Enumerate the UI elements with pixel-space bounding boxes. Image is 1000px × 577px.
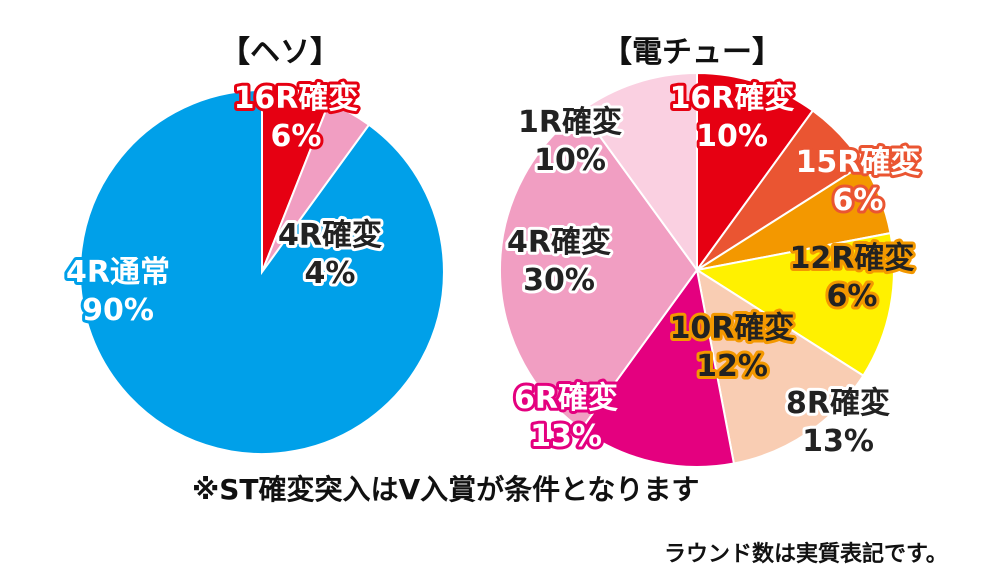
pie-slice-denchu-4r-kakuhen [498, 109, 699, 431]
round-count-note: ラウンド数は実質表記です。 [664, 542, 948, 567]
slice-value-denchu-15r-kakuhen: 6% [833, 183, 884, 218]
slice-label-denchu-12r-kakuhen: 12R確変 [790, 241, 915, 276]
slice-label-denchu-1r-kakuhen: 1R確変 [518, 105, 622, 140]
slice-label-denchu-10r-kakuhen: 10R確変 [670, 311, 795, 346]
slice-label-denchu-6r-kakuhen: 6R確変 [514, 381, 618, 416]
slice-label-heso-16r-kakuhen: 16R確変 [234, 81, 359, 116]
slice-value-denchu-1r-kakuhen: 10% [534, 143, 606, 178]
pie-slice-denchu-6r-kakuhen [579, 267, 736, 468]
pie-slice-denchu-10r-kakuhen [694, 231, 895, 377]
slice-value-heso-16r-kakuhen: 6% [271, 119, 322, 154]
slice-label-denchu-16r-kakuhen: 16R確変 [670, 81, 795, 116]
chart-title-denchu: 【電チュー】 [602, 35, 782, 70]
pie-slice-heso-4r-tsujo [79, 88, 445, 455]
slice-value-denchu-6r-kakuhen: 13% [530, 419, 602, 454]
slice-value-denchu-10r-kakuhen: 12% [696, 349, 768, 384]
slice-label-denchu-8r-kakuhen: 8R確変 [786, 386, 890, 421]
slice-value-denchu-16r-kakuhen: 10% [696, 119, 768, 154]
slice-value-denchu-8r-kakuhen: 13% [802, 424, 874, 459]
pie-slice-denchu-8r-kakuhen [695, 267, 865, 465]
pie-chart-denchu: 16R確変10%15R確変6%12R確変6%10R確変12%8R確変13%6R確… [498, 35, 923, 468]
slice-value-denchu-12r-kakuhen: 6% [827, 279, 878, 314]
slice-label-denchu-15r-kakuhen: 15R確変 [796, 145, 921, 180]
pie-slice-denchu-16r-kakuhen [696, 71, 815, 274]
chart-title-heso: 【ヘソ】 [220, 35, 340, 70]
slice-label-heso-4r-tsujo: 4R通常 [66, 255, 170, 290]
slice-value-heso-4r-tsujo: 90% [82, 293, 154, 328]
slice-value-heso-4r-kakuhen: 4% [305, 256, 356, 291]
st-entry-note: ※ST確変突入はV入賞が条件となります [192, 473, 700, 506]
slice-value-denchu-4r-kakuhen: 30% [523, 263, 595, 298]
slice-label-denchu-4r-kakuhen: 4R確変 [507, 225, 611, 260]
slice-label-heso-4r-kakuhen: 4R確変 [278, 218, 382, 253]
pie-slice-denchu-1r-kakuhen [579, 71, 698, 274]
